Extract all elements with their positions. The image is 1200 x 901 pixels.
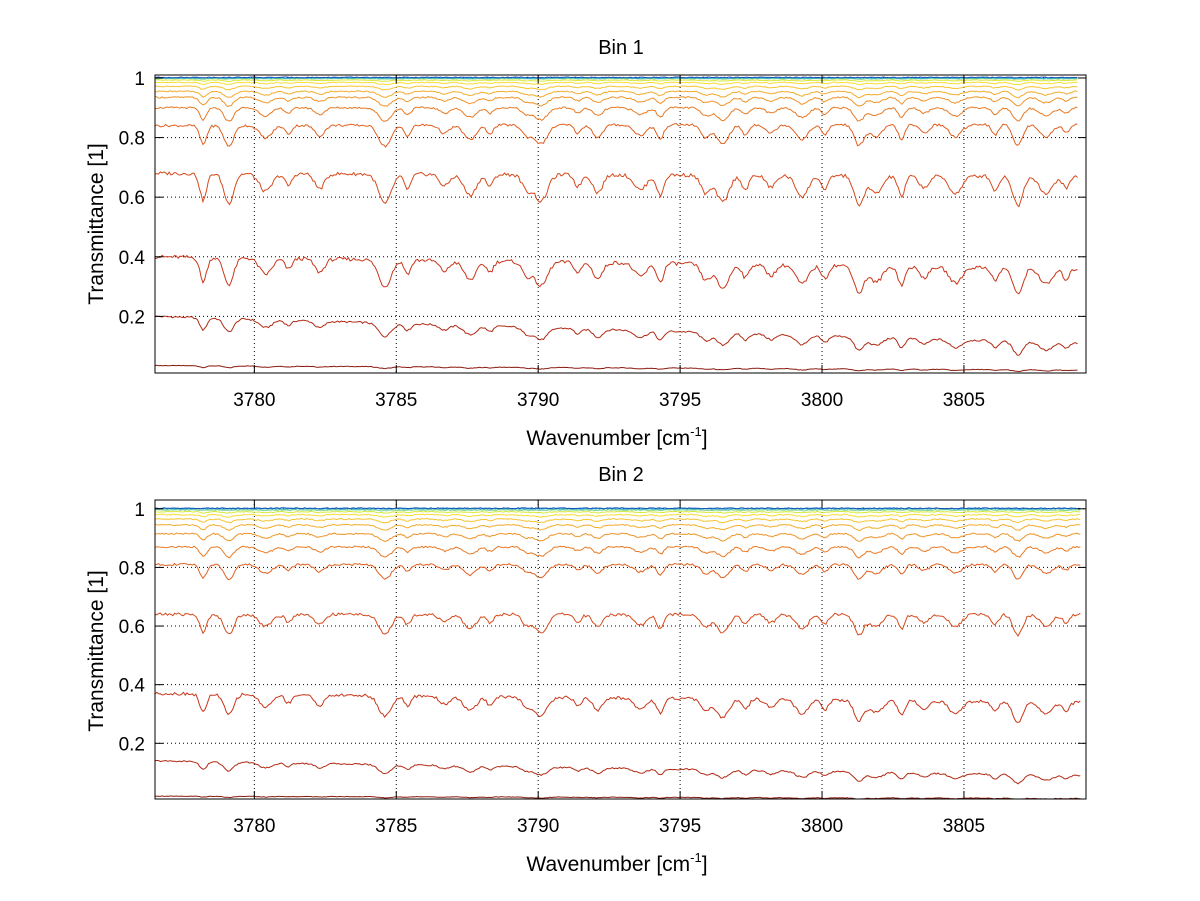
plot-bin-1: Bin 1 3780 3785 3790 3795 3800 3805 0.2 0.4 0.6… xyxy=(85,37,1087,450)
axis-ticks xyxy=(155,500,1086,799)
x-tick-label: 3790 xyxy=(517,390,559,411)
y-tick-label: 0.2 xyxy=(119,734,145,755)
series-line xyxy=(154,517,1081,524)
series-line xyxy=(154,96,1078,107)
x-tick-label: 3785 xyxy=(375,390,417,411)
series-line xyxy=(154,508,1081,512)
plot-bin-2: Bin 2 3780 3785 3790 3795 3800 3805 0.2 0.4 0.6… xyxy=(85,464,1087,876)
x-tick-label: 3800 xyxy=(801,390,843,411)
series-line xyxy=(154,81,1078,86)
series-line xyxy=(155,507,1081,510)
series-line xyxy=(154,691,1081,723)
axes-frame xyxy=(154,74,1087,374)
y-tick-label: 0.4 xyxy=(119,676,146,697)
plot-title: Bin 2 xyxy=(598,464,644,486)
y-tick-label: 1 xyxy=(134,500,145,521)
series-lines xyxy=(154,507,1081,800)
plot-title: Bin 1 xyxy=(598,37,644,59)
x-tick-label: 3795 xyxy=(659,390,701,411)
axis-ticks xyxy=(155,75,1086,373)
series-line xyxy=(154,532,1081,542)
series-line xyxy=(154,90,1078,99)
x-tick-label: 3790 xyxy=(517,816,559,837)
x-tick-labels: 3780 3785 3790 3795 3800 3805 xyxy=(233,390,985,411)
series-line xyxy=(154,523,1081,532)
axes-frame xyxy=(154,499,1087,800)
x-axis-label: Wavenumber [cm-1] xyxy=(526,424,707,450)
x-tick-label: 3805 xyxy=(943,390,985,411)
y-tick-label: 1 xyxy=(134,69,145,90)
series-line xyxy=(155,510,1081,514)
y-tick-label: 0.2 xyxy=(119,307,145,328)
y-tick-label: 0.8 xyxy=(119,129,145,150)
x-tick-labels: 3780 3785 3790 3795 3800 3805 xyxy=(233,816,985,837)
y-tick-labels: 0.2 0.4 0.6 0.8 1 xyxy=(119,69,146,328)
series-line xyxy=(154,106,1078,122)
x-tick-label: 3800 xyxy=(801,816,843,837)
series-line xyxy=(154,85,1078,91)
series-line xyxy=(155,507,1081,511)
series-line xyxy=(155,79,1078,83)
y-tick-label: 0.6 xyxy=(119,617,145,638)
series-line xyxy=(154,562,1081,581)
series-lines xyxy=(154,76,1078,373)
x-axis-label: Wavenumber [cm-1] xyxy=(526,850,707,876)
series-line xyxy=(154,545,1081,559)
x-tick-label: 3780 xyxy=(233,816,275,837)
y-tick-label: 0.8 xyxy=(119,558,145,579)
y-tick-label: 0.6 xyxy=(119,188,145,209)
x-tick-label: 3785 xyxy=(375,816,417,837)
series-line xyxy=(154,171,1078,208)
y-axis-label: Transmittance [1] xyxy=(85,570,108,731)
y-tick-labels: 0.2 0.4 0.6 0.8 1 xyxy=(119,500,146,756)
series-line xyxy=(154,76,1078,79)
series-line xyxy=(154,254,1078,295)
series-line xyxy=(154,364,1078,373)
grid xyxy=(155,75,1086,373)
series-line xyxy=(154,123,1078,148)
series-line xyxy=(154,612,1081,637)
x-tick-label: 3805 xyxy=(943,816,985,837)
series-line xyxy=(154,315,1078,356)
series-line xyxy=(154,513,1081,519)
x-tick-label: 3795 xyxy=(659,816,701,837)
series-line xyxy=(154,759,1081,785)
y-tick-label: 0.4 xyxy=(119,248,146,269)
series-line xyxy=(154,795,1081,800)
y-axis-label: Transmittance [1] xyxy=(85,143,108,304)
x-tick-label: 3780 xyxy=(233,390,275,411)
